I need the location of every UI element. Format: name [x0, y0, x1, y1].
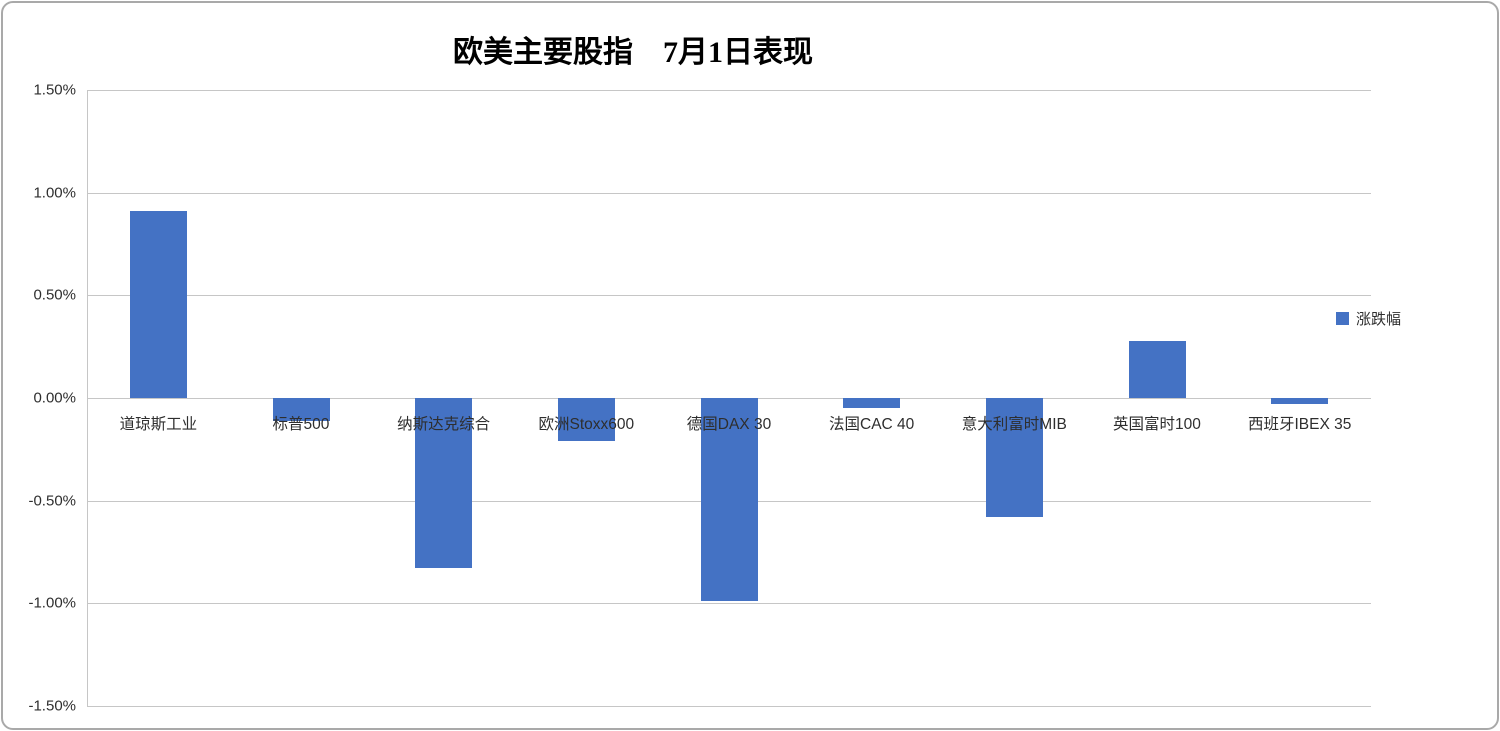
bar-6 — [985, 398, 1043, 518]
y-axis-tick-label: -1.00% — [28, 594, 76, 612]
y-axis-tick-label: 0.50% — [33, 286, 76, 304]
category-label-4: 德国DAX 30 — [686, 416, 772, 433]
bar-4 — [700, 398, 758, 602]
legend: 涨跌幅 — [1336, 308, 1401, 329]
bar-2 — [415, 398, 473, 569]
y-axis-tick-label: -0.50% — [28, 492, 76, 510]
gridline — [87, 90, 1371, 91]
gridline — [87, 192, 1371, 194]
legend-color-swatch — [1336, 312, 1349, 325]
bar-0 — [129, 211, 187, 398]
chart-title: 欧美主要股指 7月1日表现 — [453, 36, 813, 69]
y-axis-tick-label: 0.00% — [33, 389, 76, 407]
category-label-6: 意大利富时MIB — [961, 416, 1067, 433]
bar-1 — [272, 398, 330, 421]
gridline — [87, 295, 1371, 297]
category-label-7: 英国富时100 — [1113, 416, 1201, 433]
legend-series-label: 涨跌幅 — [1356, 311, 1402, 328]
bar-3 — [557, 398, 615, 442]
bar-7 — [1128, 340, 1186, 398]
category-label-0: 道琼斯工业 — [119, 416, 198, 433]
category-label-1: 标普500 — [272, 416, 330, 433]
y-axis-tick-label: -1.50% — [28, 697, 76, 715]
bar-5 — [843, 398, 901, 409]
category-label-5: 法国CAC 40 — [829, 416, 915, 433]
bar-8 — [1271, 398, 1329, 405]
category-label-8: 西班牙IBEX 35 — [1247, 416, 1352, 433]
y-axis-tick-label: 1.50% — [33, 81, 76, 99]
y-axis-line — [87, 90, 88, 706]
gridline — [87, 603, 1371, 605]
category-label-2: 纳斯达克综合 — [397, 416, 491, 433]
category-label-3: 欧洲Stoxx600 — [538, 416, 635, 433]
gridline — [87, 706, 1371, 707]
y-axis-tick-label: 1.00% — [33, 184, 76, 202]
